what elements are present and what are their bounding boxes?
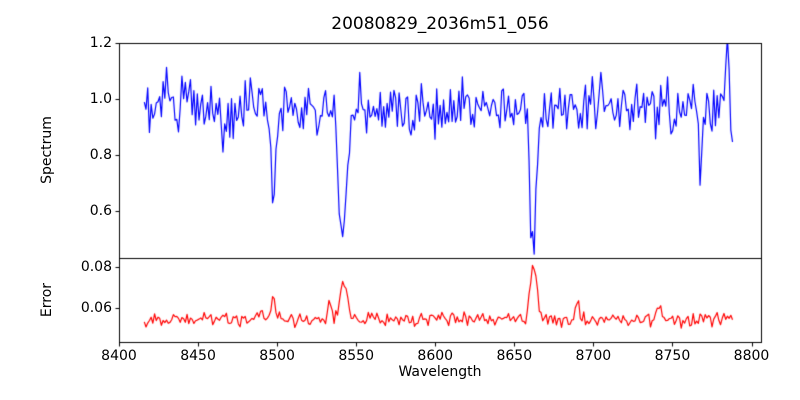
spectrum-ytick-label-0.6: 0.6 bbox=[89, 202, 112, 219]
x-tick-label-8750: 8750 bbox=[654, 348, 691, 364]
x-axis-label: Wavelength bbox=[398, 364, 482, 380]
error-axis-label: Error bbox=[39, 282, 55, 318]
x-tick-label-8500: 8500 bbox=[259, 348, 295, 364]
chart-title: 20080829_2036m51_056 bbox=[331, 14, 549, 34]
error-ytick-label-0.08: 0.08 bbox=[80, 259, 112, 276]
spectrum-axis-label: Spectrum bbox=[39, 116, 55, 184]
x-tick-label-8800: 8800 bbox=[733, 348, 770, 364]
x-tick-label-8650: 8650 bbox=[496, 348, 533, 364]
error-ytick-label-0.06: 0.06 bbox=[80, 300, 112, 317]
x-tick-label-8600: 8600 bbox=[417, 348, 454, 364]
x-tick-label-8550: 8550 bbox=[338, 348, 375, 364]
x-tick-label-8700: 8700 bbox=[575, 348, 612, 364]
x-tick-label-8400: 8400 bbox=[101, 348, 137, 364]
spectrum-ytick-label-1.0: 1.0 bbox=[89, 90, 112, 107]
x-tick-label-8450: 8450 bbox=[180, 348, 216, 364]
spectrum-ytick-label-1.2: 1.2 bbox=[89, 35, 112, 51]
spectrum-ytick-label-0.8: 0.8 bbox=[89, 146, 112, 163]
